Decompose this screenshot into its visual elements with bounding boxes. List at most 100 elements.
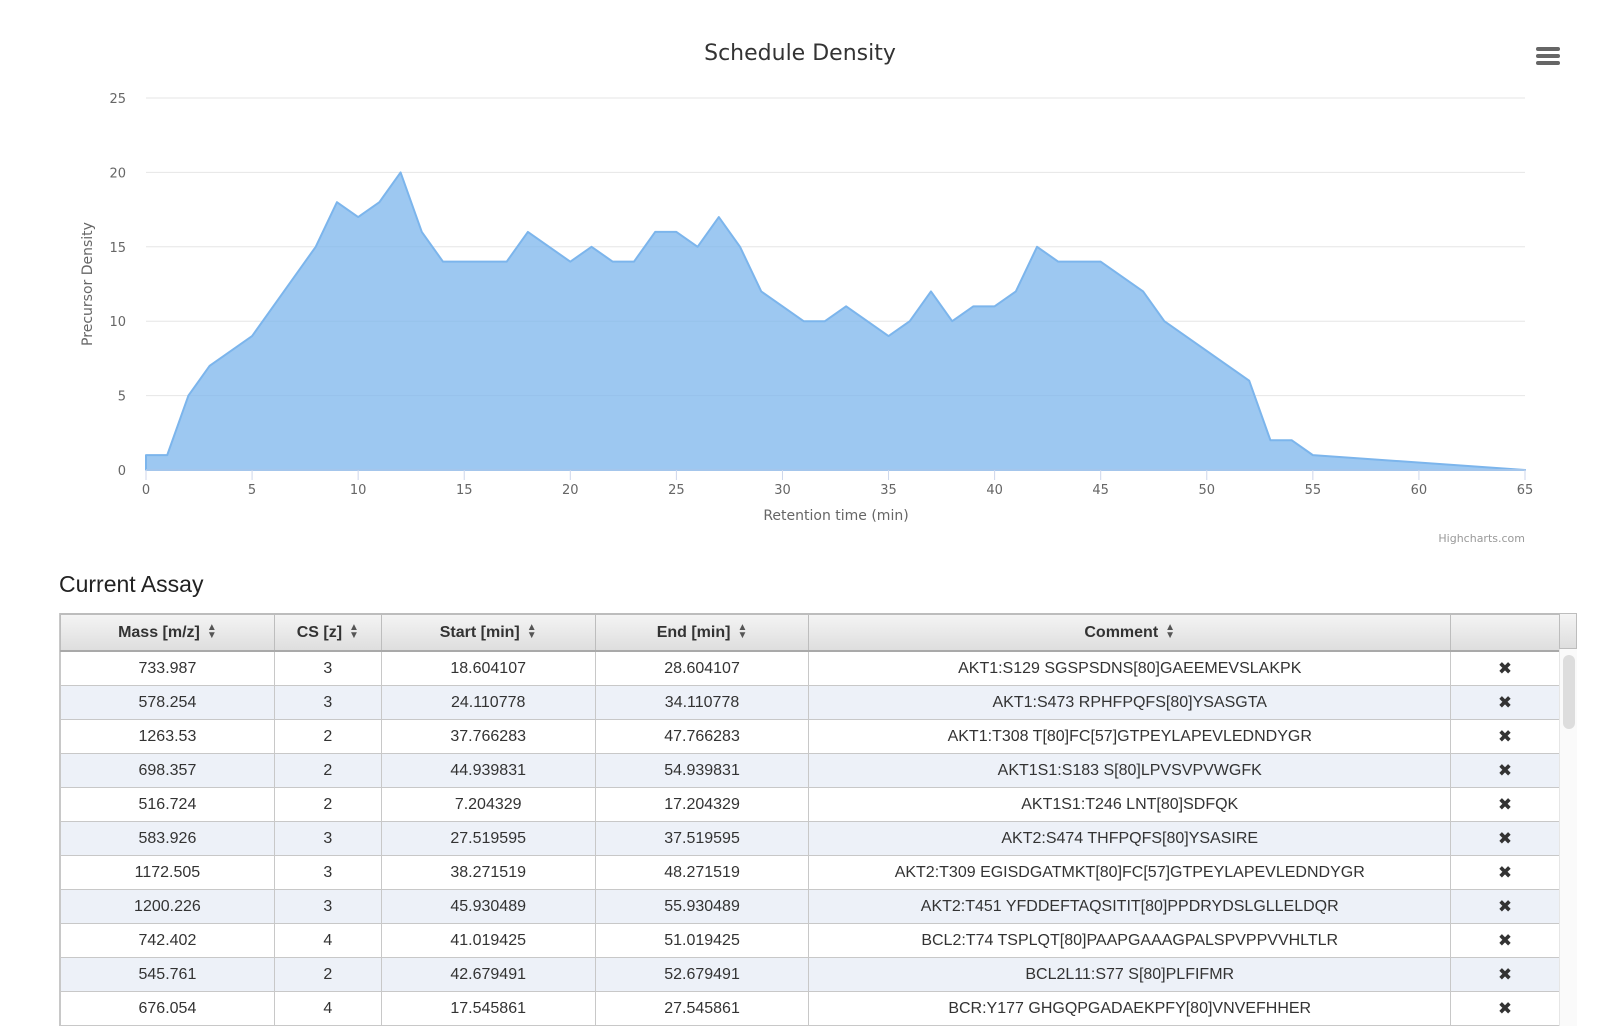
cell-end: 17.204329 bbox=[594, 787, 810, 822]
delete-row-icon[interactable]: ✖ bbox=[1497, 862, 1513, 882]
cell-mass: 545.761 bbox=[60, 957, 275, 992]
cell-actions: ✖ bbox=[1450, 991, 1560, 1026]
cell-comment: AKT1S1:T246 LNT[80]SDFQK bbox=[808, 787, 1451, 822]
cell-charge-state: 3 bbox=[273, 650, 382, 686]
table-row[interactable]: 583.926 3 27.519595 37.519595 AKT2:S474 THFP… bbox=[60, 821, 1560, 856]
y-tick-label: 15 bbox=[109, 241, 126, 256]
cell-start: 37.766283 bbox=[380, 719, 596, 754]
hamburger-icon[interactable] bbox=[1534, 44, 1562, 68]
table-row[interactable]: 1200.226 3 45.930489 55.930489 AKT2:T451 YFD… bbox=[60, 889, 1560, 924]
table-row[interactable]: 545.761 2 42.679491 52.679491 BCL2L11:S77 S[… bbox=[60, 957, 1560, 992]
cell-comment: AKT1S1:S183 S[80]LPVSVPVWGFK bbox=[808, 753, 1451, 788]
scrollbar-thumb[interactable] bbox=[1563, 655, 1575, 729]
x-tick-label: 65 bbox=[1517, 483, 1534, 498]
x-tick-label: 60 bbox=[1411, 483, 1428, 498]
cell-mass: 578.254 bbox=[60, 685, 275, 720]
cell-end: 52.679491 bbox=[594, 957, 810, 992]
sort-up-down-icon: ▲ ▼ bbox=[349, 622, 359, 642]
column-header-comment[interactable]: Comment ▲ ▼ bbox=[808, 613, 1451, 652]
hamburger-bar bbox=[1536, 47, 1560, 51]
table-header-row: Mass [m/z] ▲ ▼ CS [z] ▲ ▼ Start [min] ▲ ▼ End … bbox=[60, 613, 1560, 652]
cell-charge-state: 3 bbox=[273, 685, 382, 720]
delete-row-icon[interactable]: ✖ bbox=[1497, 692, 1513, 712]
delete-row-icon[interactable]: ✖ bbox=[1497, 896, 1513, 916]
hamburger-bar bbox=[1536, 61, 1560, 65]
table-row[interactable]: 516.724 2 7.204329 17.204329 AKT1S1:T246 LNT… bbox=[60, 787, 1560, 822]
cell-start: 7.204329 bbox=[380, 787, 596, 822]
cell-mass: 583.926 bbox=[60, 821, 275, 856]
cell-comment: BCL2L11:S77 S[80]PLFIFMR bbox=[808, 957, 1451, 992]
x-tick-label: 10 bbox=[350, 483, 367, 498]
schedule-density-chart: 0 5 10 15 20 25 0 5 10 15 20 25 30 35 40 45 50 55 60 65 Sch… bbox=[80, 41, 1562, 545]
cell-charge-state: 3 bbox=[273, 855, 382, 890]
x-tick-label: 0 bbox=[142, 483, 150, 498]
cell-comment: AKT2:S474 THFPQFS[80]YSASIRE bbox=[808, 821, 1451, 856]
table-row[interactable]: 578.254 3 24.110778 34.110778 AKT1:S473 RPHF… bbox=[60, 685, 1560, 720]
x-tick-label: 55 bbox=[1305, 483, 1322, 498]
cell-mass: 1263.53 bbox=[60, 719, 275, 754]
cell-charge-state: 3 bbox=[273, 889, 382, 924]
delete-row-icon[interactable]: ✖ bbox=[1497, 998, 1513, 1018]
table-row[interactable]: 676.054 4 17.545861 27.545861 BCR:Y177 GHGQP… bbox=[60, 991, 1560, 1026]
sort-up-down-icon: ▲ ▼ bbox=[526, 622, 537, 642]
cell-actions: ✖ bbox=[1450, 685, 1560, 720]
cell-mass: 516.724 bbox=[60, 787, 275, 822]
vertical-scrollbar[interactable] bbox=[1559, 649, 1577, 1026]
y-tick-label: 25 bbox=[109, 92, 126, 107]
x-tick-label: 5 bbox=[248, 483, 256, 498]
delete-row-icon[interactable]: ✖ bbox=[1497, 726, 1513, 746]
cell-actions: ✖ bbox=[1450, 923, 1560, 958]
table-row[interactable]: 1172.505 3 38.271519 48.271519 AKT2:T309 EGI… bbox=[60, 855, 1560, 890]
table-row[interactable]: 742.402 4 41.019425 51.019425 BCL2:T74 TSPLQ… bbox=[60, 923, 1560, 958]
highcharts-credits-link[interactable]: Highcharts.com bbox=[1438, 532, 1525, 545]
chart-title: Schedule Density bbox=[704, 41, 896, 66]
cell-end: 54.939831 bbox=[594, 753, 810, 788]
delete-row-icon[interactable]: ✖ bbox=[1497, 658, 1513, 678]
section-title: Current Assay bbox=[59, 571, 204, 597]
cell-charge-state: 2 bbox=[273, 957, 382, 992]
x-tick-label: 45 bbox=[1092, 483, 1109, 498]
cell-end: 55.930489 bbox=[594, 889, 810, 924]
cell-end: 48.271519 bbox=[594, 855, 810, 890]
table-row[interactable]: 698.357 2 44.939831 54.939831 AKT1S1:S183 S[… bbox=[60, 753, 1560, 788]
cell-start: 27.519595 bbox=[380, 821, 596, 856]
column-header-start[interactable]: Start [min] ▲ ▼ bbox=[380, 613, 596, 652]
cell-actions: ✖ bbox=[1450, 719, 1560, 754]
cell-end: 51.019425 bbox=[594, 923, 810, 958]
y-tick-label: 5 bbox=[118, 390, 126, 405]
sort-up-down-icon: ▲ ▼ bbox=[1165, 622, 1176, 642]
delete-row-icon[interactable]: ✖ bbox=[1497, 794, 1513, 814]
y-tick-label: 20 bbox=[109, 166, 126, 181]
delete-row-icon[interactable]: ✖ bbox=[1497, 964, 1513, 984]
cell-mass: 733.987 bbox=[60, 650, 275, 686]
cell-actions: ✖ bbox=[1450, 753, 1560, 788]
delete-row-icon[interactable]: ✖ bbox=[1497, 760, 1513, 780]
y-tick-label: 10 bbox=[109, 315, 126, 330]
axes: 0 5 10 15 20 25 0 5 10 15 20 25 30 35 40 45 50 55 60 65 bbox=[109, 92, 1533, 498]
cell-comment: BCR:Y177 GHGQPGADAEKPFY[80]VNVEFHHER bbox=[808, 991, 1451, 1026]
assay-table-container: Mass [m/z] ▲ ▼ CS [z] ▲ ▼ Start [min] ▲ ▼ End … bbox=[59, 613, 1578, 1026]
cell-end: 34.110778 bbox=[594, 685, 810, 720]
cell-charge-state: 4 bbox=[273, 991, 382, 1026]
cell-charge-state: 3 bbox=[273, 821, 382, 856]
sort-up-down-icon: ▲ ▼ bbox=[737, 622, 748, 642]
x-tick-label: 50 bbox=[1198, 483, 1215, 498]
density-area-series[interactable] bbox=[145, 171, 1526, 471]
cell-mass: 742.402 bbox=[60, 923, 275, 958]
cell-end: 28.604107 bbox=[594, 650, 810, 686]
table-row[interactable]: 1263.53 2 37.766283 47.766283 AKT1:T308 T[80… bbox=[60, 719, 1560, 754]
x-tick-label: 15 bbox=[456, 483, 473, 498]
cell-actions: ✖ bbox=[1450, 787, 1560, 822]
x-tick-label: 35 bbox=[880, 483, 897, 498]
cell-comment: AKT1:T308 T[80]FC[57]GTPEYLAPEVLEDNDYGR bbox=[808, 719, 1451, 754]
delete-row-icon[interactable]: ✖ bbox=[1497, 828, 1513, 848]
cell-mass: 676.054 bbox=[60, 991, 275, 1026]
table-row[interactable]: 733.987 3 18.604107 28.604107 AKT1:S129 SGSP… bbox=[60, 650, 1560, 686]
cell-mass: 698.357 bbox=[60, 753, 275, 788]
column-header-charge-state[interactable]: CS [z] ▲ ▼ bbox=[273, 613, 382, 652]
cell-charge-state: 2 bbox=[273, 753, 382, 788]
cell-actions: ✖ bbox=[1450, 821, 1560, 856]
column-header-mass[interactable]: Mass [m/z] ▲ ▼ bbox=[60, 613, 275, 652]
delete-row-icon[interactable]: ✖ bbox=[1497, 930, 1513, 950]
column-header-end[interactable]: End [min] ▲ ▼ bbox=[594, 613, 810, 652]
